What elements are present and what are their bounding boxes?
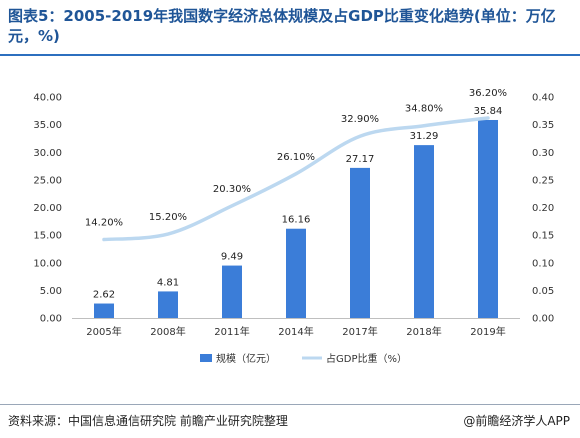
chart-title: 图表5：2005-2019年我国数字经济总体规模及占GDP比重变化趋势(单位：万… (8, 7, 556, 45)
x-tick-label: 2005年 (86, 325, 121, 338)
bar (414, 145, 434, 318)
right-tick-label: 0.30 (532, 148, 554, 159)
left-tick-label: 35.00 (33, 120, 62, 131)
left-tick-label: 15.00 (33, 231, 62, 242)
left-tick-label: 20.00 (33, 203, 62, 214)
x-tick-label: 2014年 (278, 325, 313, 338)
x-axis: 2005年 2008年 2011年 2014年 2017年 2018年 2019年 (72, 318, 520, 338)
bar (286, 228, 306, 318)
right-tick-label: 0.05 (532, 286, 554, 297)
bar-series: 2.62 4.81 9.49 16.16 27.17 31.29 35.84 (93, 106, 502, 318)
x-tick-label: 2017年 (342, 325, 377, 338)
line-value-label: 26.10% (277, 152, 315, 163)
legend-bar-label: 规模（亿元） (216, 352, 276, 365)
bar (222, 265, 242, 318)
bar-value-label: 16.16 (282, 215, 311, 226)
line-series: 14.20% 15.20% 20.30% 26.10% 32.90% 34.80% 36.2… (85, 88, 507, 242)
line-value-label: 15.20% (149, 212, 187, 223)
chart: 0.00 5.00 10.00 15.00 20.00 25.00 30.00 35.00 40… (33, 88, 554, 365)
right-tick-label: 0.25 (532, 175, 554, 186)
bar-value-label: 31.29 (410, 131, 439, 142)
title-divider (0, 54, 580, 56)
footer-divider (0, 404, 580, 405)
left-tick-label: 30.00 (33, 148, 62, 159)
right-axis: 0.00 0.05 0.10 0.15 0.20 0.25 0.30 0.35 0.40 (532, 93, 554, 325)
bar-value-label: 27.17 (346, 154, 375, 165)
x-tick-label: 2011年 (214, 325, 249, 338)
bar (478, 119, 498, 318)
bar-value-label: 35.84 (474, 106, 503, 117)
line-value-label: 14.20% (85, 218, 123, 229)
bar (350, 167, 370, 318)
line-value-label: 20.30% (213, 184, 251, 195)
left-axis: 0.00 5.00 10.00 15.00 20.00 25.00 30.00 35.00 40… (33, 93, 62, 325)
left-tick-label: 25.00 (33, 175, 62, 186)
legend-line-label: 占GDP比重（%） (326, 352, 407, 365)
left-tick-label: 40.00 (33, 93, 62, 104)
source-note: 资料来源：中国信息通信研究院 前瞻产业研究院整理 (8, 414, 288, 428)
bar (158, 291, 178, 318)
left-tick-label: 0.00 (40, 314, 62, 325)
bar-value-label: 4.81 (157, 277, 179, 288)
right-tick-label: 0.35 (532, 120, 554, 131)
line-value-label: 32.90% (341, 114, 379, 125)
legend: 规模（亿元） 占GDP比重（%） (200, 352, 407, 365)
right-tick-label: 0.20 (532, 203, 554, 214)
bar-value-label: 2.62 (93, 290, 115, 301)
bar (94, 303, 114, 318)
left-tick-label: 5.00 (40, 286, 62, 297)
bar-value-label: 9.49 (221, 252, 243, 263)
x-tick-label: 2019年 (470, 325, 505, 338)
right-tick-label: 0.10 (532, 258, 554, 269)
brand-label: @前瞻经济学人APP (463, 414, 570, 428)
line-value-label: 34.80% (405, 104, 443, 115)
right-tick-label: 0.15 (532, 231, 554, 242)
x-tick-label: 2008年 (150, 325, 185, 338)
left-tick-label: 10.00 (33, 258, 62, 269)
right-tick-label: 0.00 (532, 314, 554, 325)
x-tick-label: 2018年 (406, 325, 441, 338)
legend-bar-swatch (200, 354, 212, 362)
right-tick-label: 0.40 (532, 93, 554, 104)
line-value-label: 36.20% (469, 88, 507, 99)
share-line (102, 116, 490, 242)
